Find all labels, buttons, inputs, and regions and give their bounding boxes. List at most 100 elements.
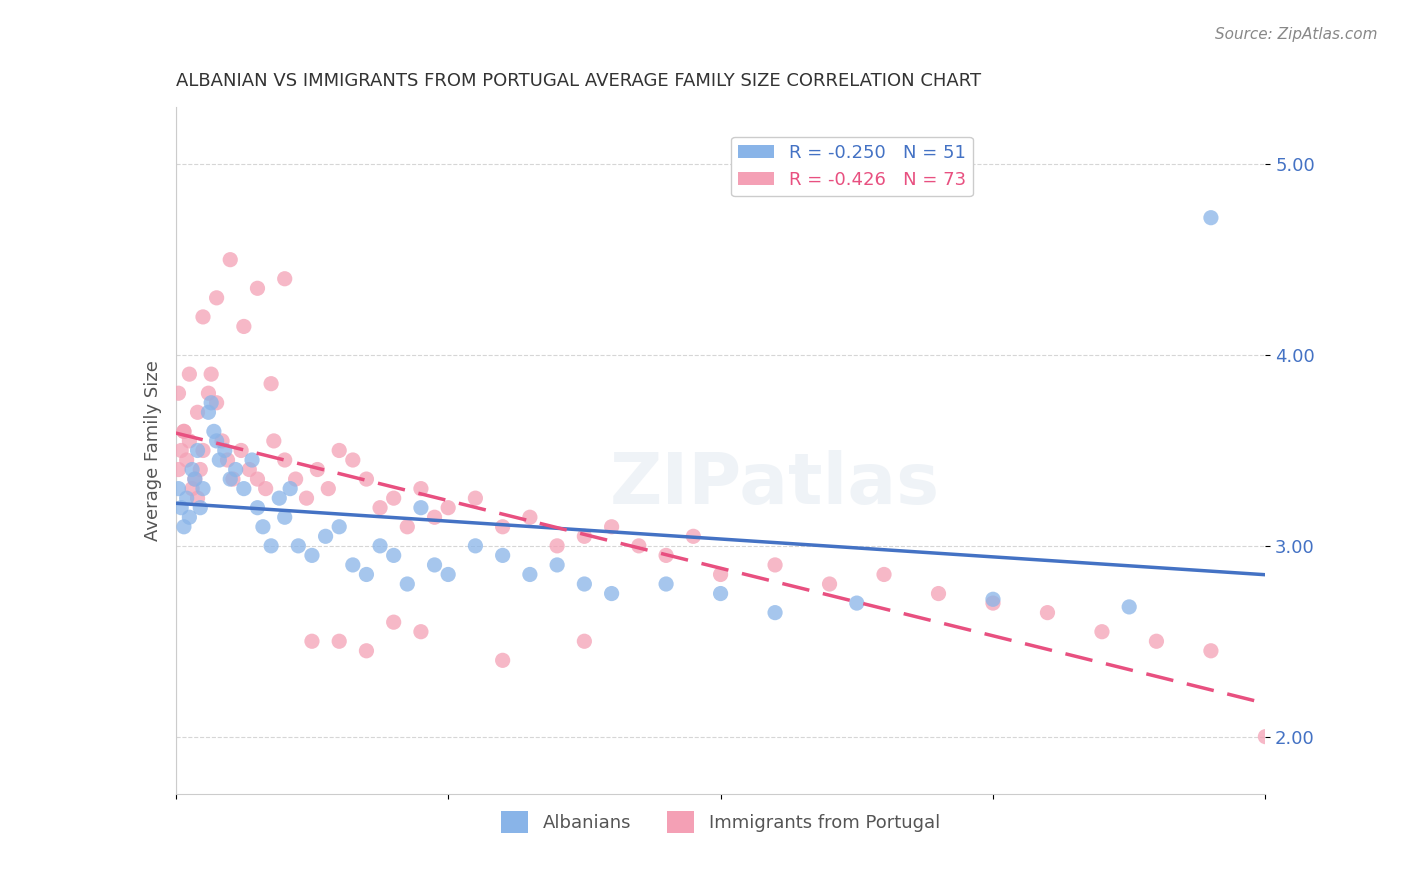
- Point: [1254, 730, 1277, 744]
- Point: [437, 500, 460, 515]
- Point: [818, 577, 841, 591]
- Point: [238, 462, 260, 476]
- Text: Source: ZipAtlas.com: Source: ZipAtlas.com: [1215, 27, 1378, 42]
- Point: [315, 529, 337, 543]
- Point: [269, 491, 291, 505]
- Point: [710, 567, 733, 582]
- Point: [252, 520, 274, 534]
- Point: [981, 592, 1004, 607]
- Point: [1091, 624, 1114, 639]
- Point: [179, 367, 201, 381]
- Point: [217, 453, 239, 467]
- Point: [173, 520, 195, 534]
- Point: [208, 453, 231, 467]
- Point: [176, 453, 198, 467]
- Point: [574, 634, 596, 648]
- Point: [246, 472, 269, 486]
- Point: [173, 425, 195, 439]
- Point: [260, 539, 283, 553]
- Point: [278, 482, 301, 496]
- Point: [232, 319, 254, 334]
- Point: [1118, 599, 1140, 614]
- Point: [356, 644, 378, 658]
- Point: [307, 462, 329, 476]
- Point: [284, 472, 307, 486]
- Point: [211, 434, 233, 448]
- Point: [382, 549, 405, 563]
- Point: [600, 520, 623, 534]
- Point: [173, 425, 195, 439]
- Point: [254, 482, 277, 496]
- Point: [409, 482, 432, 496]
- Point: [225, 462, 247, 476]
- Point: [492, 653, 515, 667]
- Point: [382, 491, 405, 505]
- Point: [231, 443, 253, 458]
- Point: [519, 567, 541, 582]
- Point: [295, 491, 318, 505]
- Point: [186, 491, 209, 505]
- Point: [188, 462, 211, 476]
- Point: [167, 386, 190, 401]
- Point: [710, 586, 733, 600]
- Point: [260, 376, 283, 391]
- Point: [170, 443, 193, 458]
- Point: [1036, 606, 1059, 620]
- Point: [873, 567, 896, 582]
- Point: [274, 271, 297, 285]
- Point: [191, 310, 214, 324]
- Point: [184, 472, 207, 486]
- Point: [519, 510, 541, 524]
- Point: [186, 405, 209, 419]
- Point: [492, 549, 515, 563]
- Point: [186, 443, 209, 458]
- Point: [328, 634, 350, 648]
- Point: [342, 558, 364, 572]
- Point: [179, 510, 201, 524]
- Point: [423, 510, 446, 524]
- Point: [263, 434, 285, 448]
- Point: [409, 500, 432, 515]
- Point: [981, 596, 1004, 610]
- Point: [600, 586, 623, 600]
- Point: [232, 482, 254, 496]
- Point: [682, 529, 704, 543]
- Text: ALBANIAN VS IMMIGRANTS FROM PORTUGAL AVERAGE FAMILY SIZE CORRELATION CHART: ALBANIAN VS IMMIGRANTS FROM PORTUGAL AVE…: [176, 72, 981, 90]
- Point: [197, 386, 219, 401]
- Point: [627, 539, 650, 553]
- Point: [274, 453, 297, 467]
- Point: [396, 577, 419, 591]
- Point: [197, 405, 219, 419]
- Point: [409, 624, 432, 639]
- Point: [301, 634, 323, 648]
- Point: [205, 396, 228, 410]
- Point: [368, 539, 391, 553]
- Point: [222, 472, 245, 486]
- Legend: Albanians, Immigrants from Portugal: Albanians, Immigrants from Portugal: [494, 804, 948, 839]
- Point: [1199, 644, 1222, 658]
- Point: [191, 443, 214, 458]
- Point: [219, 252, 242, 267]
- Point: [240, 453, 263, 467]
- Point: [1199, 211, 1222, 225]
- Point: [191, 482, 214, 496]
- Point: [181, 482, 204, 496]
- Point: [202, 425, 225, 439]
- Point: [574, 577, 596, 591]
- Point: [214, 443, 236, 458]
- Point: [205, 434, 228, 448]
- Point: [179, 434, 201, 448]
- Y-axis label: Average Family Size: Average Family Size: [143, 360, 162, 541]
- Point: [574, 529, 596, 543]
- Point: [188, 500, 211, 515]
- Point: [274, 510, 297, 524]
- Point: [287, 539, 309, 553]
- Point: [546, 539, 568, 553]
- Point: [437, 567, 460, 582]
- Point: [655, 577, 678, 591]
- Point: [246, 500, 269, 515]
- Point: [928, 586, 950, 600]
- Point: [464, 539, 486, 553]
- Point: [301, 549, 323, 563]
- Point: [342, 453, 364, 467]
